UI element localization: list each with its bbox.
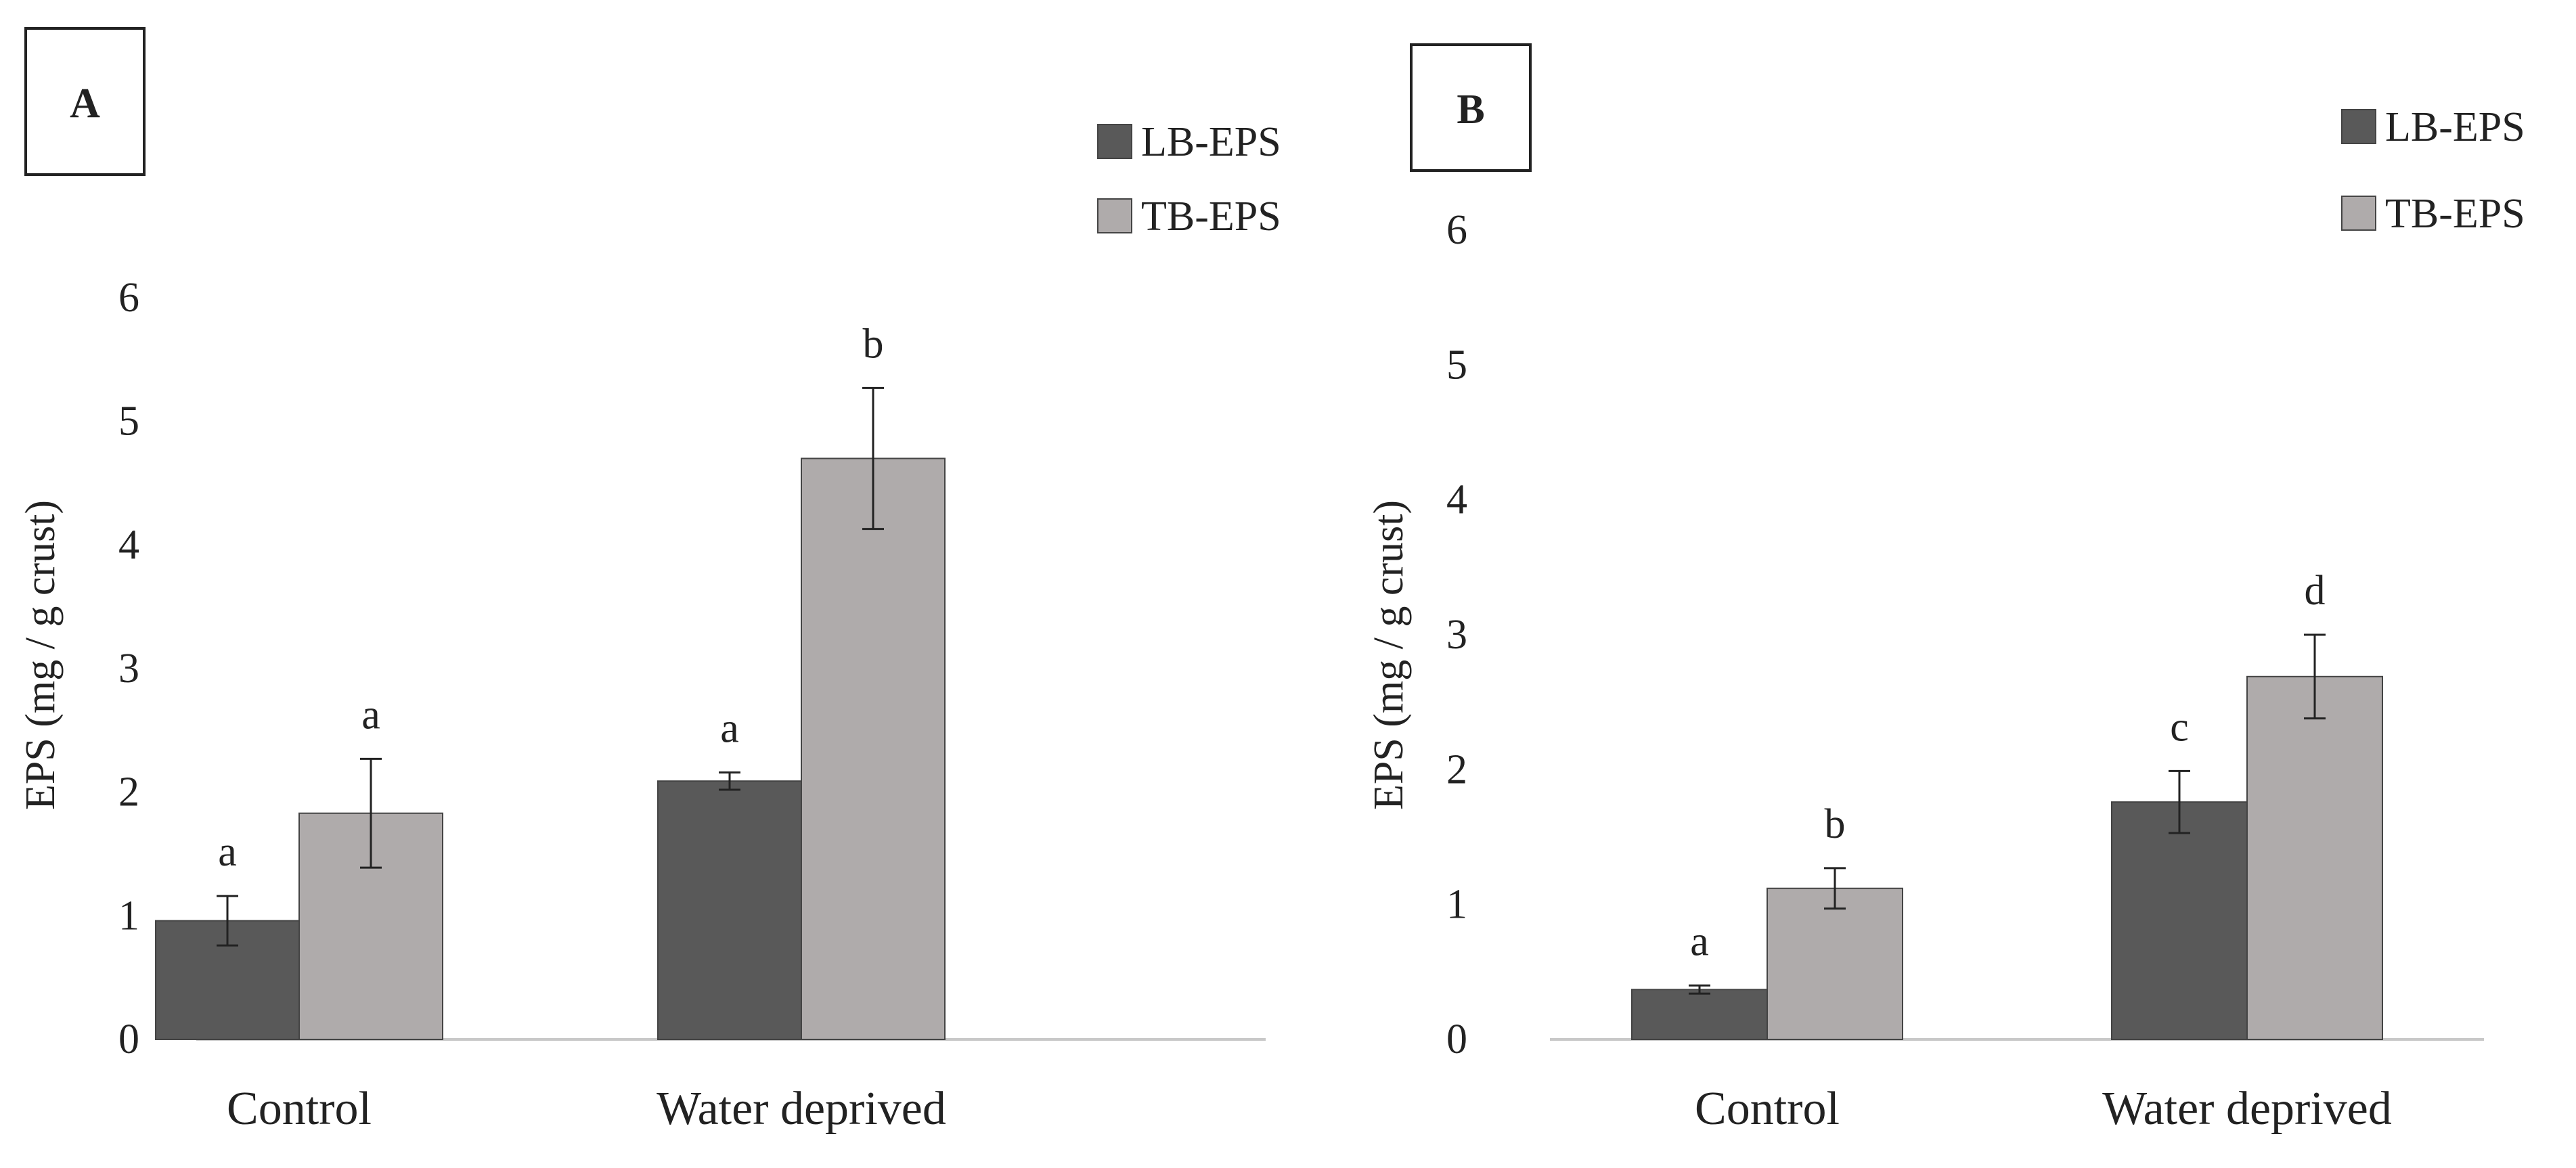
panel-b-legend: LB-EPS TB-EPS <box>2341 104 2525 237</box>
panel-a-category-labels: Control Water deprived <box>227 1083 946 1135</box>
panel-b-bar-tb-eps <box>2246 675 2383 1040</box>
panel-a-y-tick-label: 0 <box>118 1016 139 1062</box>
panel-a-bar-lb-eps <box>657 780 802 1041</box>
panel-b-y-tick-label: 2 <box>1446 746 1467 792</box>
panel-a-bar-tb-eps <box>801 457 946 1040</box>
panel-b-y-tick-label: 0 <box>1446 1016 1467 1062</box>
panel-b-y-tick-label: 1 <box>1446 882 1467 928</box>
panel-a-significance-letter: b <box>863 321 884 367</box>
panel-a-category-label: Control <box>227 1083 372 1135</box>
panel-b-bar-tb-eps <box>1767 887 1903 1041</box>
panel-b-y-ticks: 0 1 2 3 4 5 6 <box>1446 207 1467 1062</box>
panel-a-label-box <box>24 27 146 176</box>
panel-b-y-tick-label: 3 <box>1446 612 1467 658</box>
panel-a-significance-letters: a a a b <box>218 321 883 875</box>
panel-b-y-tick-label: 6 <box>1446 207 1467 253</box>
panel-a-y-tick-label: 4 <box>118 522 139 568</box>
panel-a-label: A <box>70 81 100 127</box>
panel-b-significance-letter: c <box>2170 704 2189 750</box>
panel-b-y-tick-label: 4 <box>1446 477 1467 523</box>
panel-b-category-label: Water deprived <box>2102 1083 2392 1135</box>
panel-a-bars <box>155 457 946 1041</box>
panel-a-y-tick-label: 1 <box>118 893 139 939</box>
panel-a-y-tick-label: 3 <box>118 646 139 692</box>
panel-a-y-tick-label: 5 <box>118 399 139 445</box>
panel-b-bar-lb-eps <box>2111 801 2248 1040</box>
panel-b-legend-swatch-tb-eps <box>2341 196 2376 231</box>
panel-a-legend-swatch-lb-eps <box>1097 124 1132 159</box>
panel-b-error-bars <box>1689 633 2326 995</box>
panel-a-legend: LB-EPS TB-EPS <box>1097 119 1281 240</box>
panel-a-legend-label: LB-EPS <box>1141 119 1281 165</box>
panel-a-significance-letter: a <box>720 705 739 751</box>
panel-b-category-label: Control <box>1695 1083 1840 1135</box>
panel-a-significance-letter: a <box>218 829 237 875</box>
panel-b-significance-letters: a c b d <box>1690 568 2325 964</box>
panel-a: A EPS (mg / g crust) 0 1 2 3 4 5 6 a a a b Contro… <box>18 27 1281 1135</box>
panel-b-y-tick-label: 5 <box>1446 342 1467 388</box>
panel-a-significance-letter: a <box>361 692 380 738</box>
panel-b-category-labels: Control Water deprived <box>1695 1083 2392 1135</box>
panel-b-legend-swatch-lb-eps <box>2341 109 2376 144</box>
panel-b-significance-letter: d <box>2305 568 2326 614</box>
panel-a-y-tick-label: 2 <box>118 769 139 815</box>
panel-a-y-axis-title: EPS (mg / g crust) <box>18 500 64 810</box>
panel-b-legend-label: LB-EPS <box>2385 104 2525 150</box>
panel-b-significance-letter: b <box>1825 801 1846 847</box>
panel-b-y-axis-title: EPS (mg / g crust) <box>1366 500 1412 810</box>
panel-b-legend-label: TB-EPS <box>2385 191 2525 237</box>
panel-b-bars <box>1631 675 2383 1041</box>
panel-a-y-tick-label: 6 <box>118 275 139 321</box>
panel-a-category-label: Water deprived <box>657 1083 946 1135</box>
panel-b-significance-letter: a <box>1690 918 1709 964</box>
panel-a-y-ticks: 0 1 2 3 4 5 6 <box>118 275 139 1062</box>
panel-a-legend-swatch-tb-eps <box>1097 198 1132 233</box>
panel-a-error-bars <box>217 386 884 947</box>
panel-b-bar-lb-eps <box>1631 989 1768 1041</box>
panel-b-label-box <box>1410 43 1532 172</box>
panel-b-label: B <box>1457 87 1484 133</box>
panel-b: B EPS (mg / g crust) 0 1 2 3 4 5 6 a c b d Contro… <box>1366 43 2525 1135</box>
panel-a-legend-label: TB-EPS <box>1141 194 1281 240</box>
